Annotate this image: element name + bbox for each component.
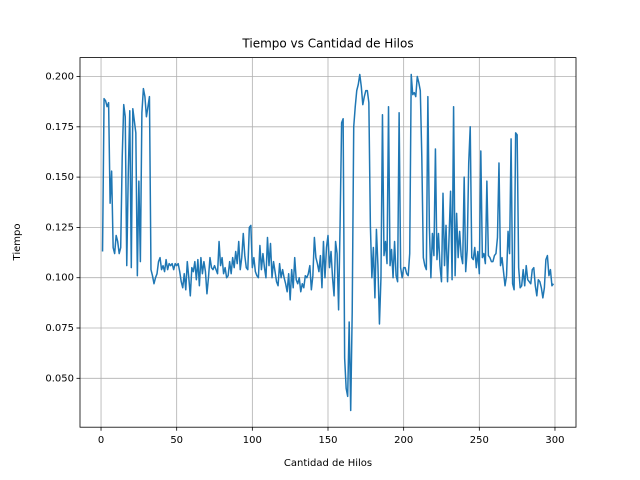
x-tick-label: 300 [545, 435, 564, 446]
x-tick-label: 50 [170, 435, 183, 446]
line-series [101, 73, 555, 412]
y-tick-label: 0.200 [45, 72, 74, 83]
x-tick-label: 0 [98, 435, 104, 446]
x-tick-label: 100 [243, 435, 262, 446]
chart-title: Tiempo vs Cantidad de Hilos [241, 37, 413, 51]
y-tick-label: 0.125 [45, 222, 74, 233]
y-tick-label: 0.175 [45, 122, 74, 133]
x-tick-label: 250 [470, 435, 489, 446]
y-tick-label: 0.150 [45, 172, 74, 183]
y-tick-label: 0.100 [45, 273, 74, 284]
y-axis-label: Tiempo [12, 224, 23, 262]
plot-frame [79, 57, 577, 428]
y-tick-label: 0.050 [45, 373, 74, 384]
x-axis-label: Cantidad de Hilos [284, 458, 372, 469]
y-tick-label: 0.075 [45, 323, 74, 334]
x-tick-label: 150 [318, 435, 337, 446]
x-tick-label: 200 [394, 435, 413, 446]
